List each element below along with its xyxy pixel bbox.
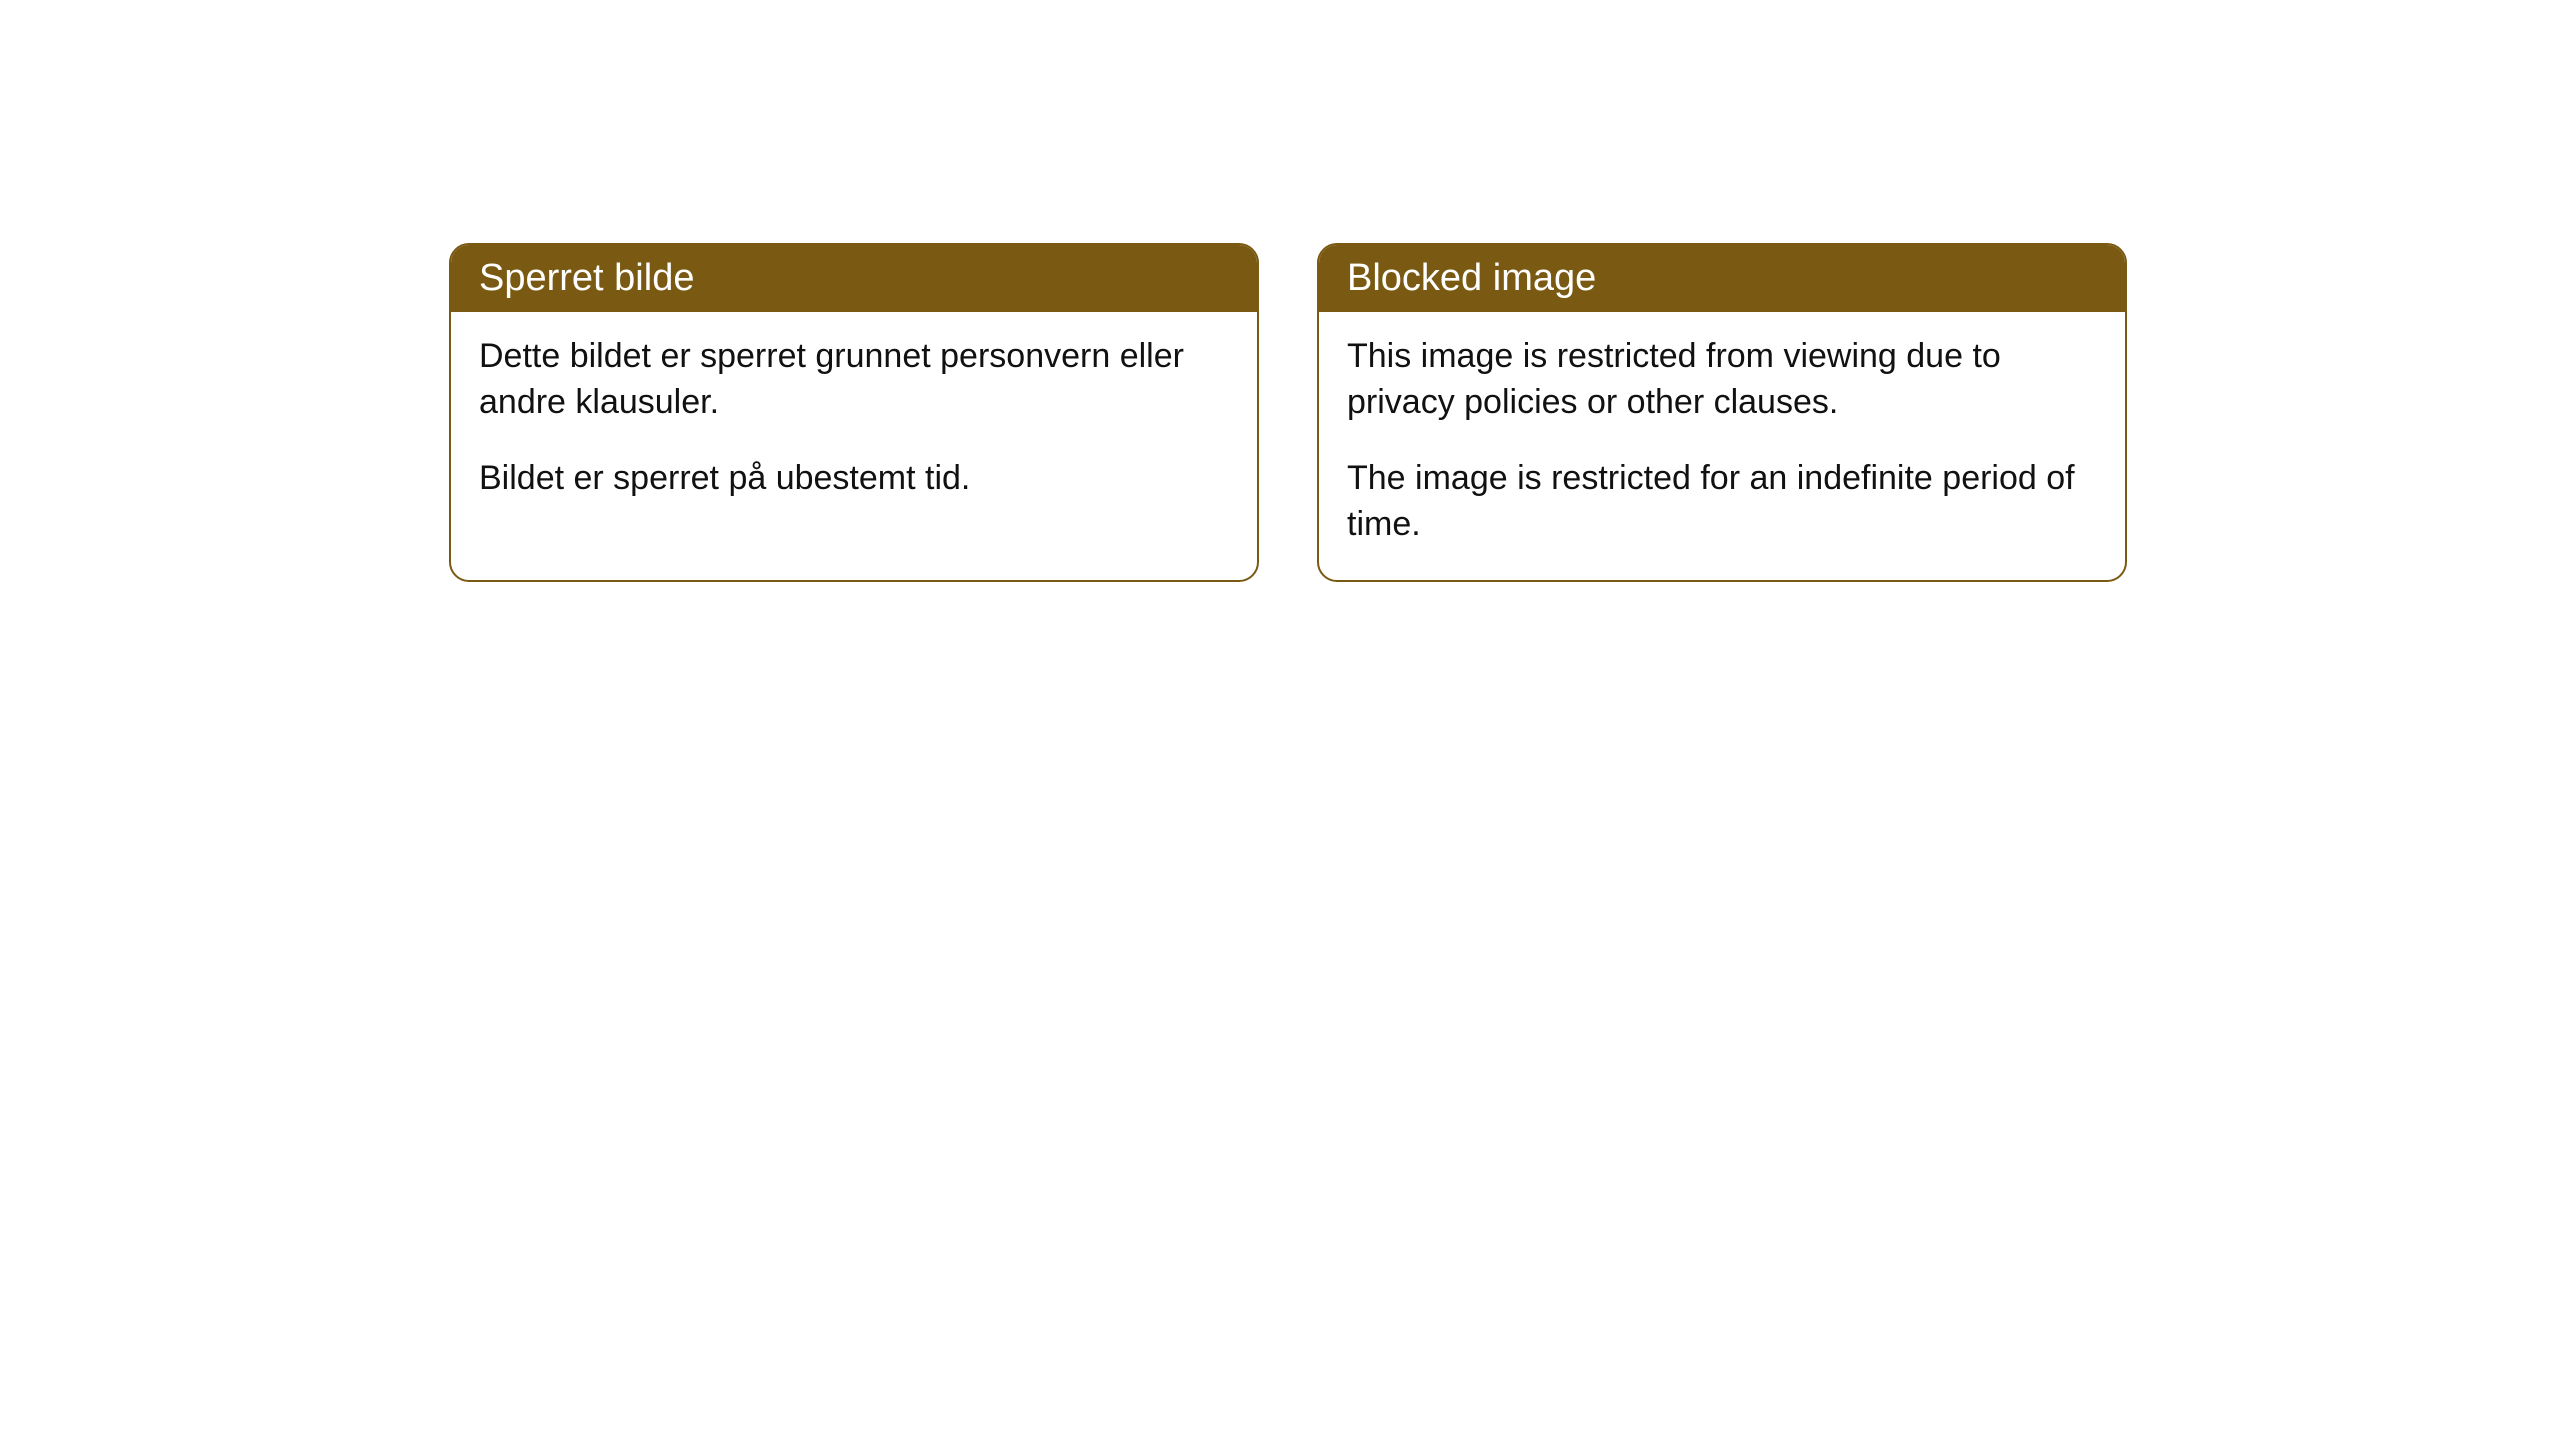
notice-card-english: Blocked image This image is restricted f… <box>1317 243 2127 582</box>
card-header: Sperret bilde <box>451 245 1257 312</box>
card-body: This image is restricted from viewing du… <box>1319 312 2125 580</box>
card-paragraph: Bildet er sperret på ubestemt tid. <box>479 456 1229 502</box>
notice-card-norwegian: Sperret bilde Dette bildet er sperret gr… <box>449 243 1259 582</box>
card-paragraph: The image is restricted for an indefinit… <box>1347 456 2097 548</box>
card-header: Blocked image <box>1319 245 2125 312</box>
card-body: Dette bildet er sperret grunnet personve… <box>451 312 1257 534</box>
notice-cards-container: Sperret bilde Dette bildet er sperret gr… <box>449 243 2127 582</box>
card-title: Sperret bilde <box>479 257 694 299</box>
card-title: Blocked image <box>1347 257 1596 299</box>
card-paragraph: Dette bildet er sperret grunnet personve… <box>479 334 1229 426</box>
card-paragraph: This image is restricted from viewing du… <box>1347 334 2097 426</box>
